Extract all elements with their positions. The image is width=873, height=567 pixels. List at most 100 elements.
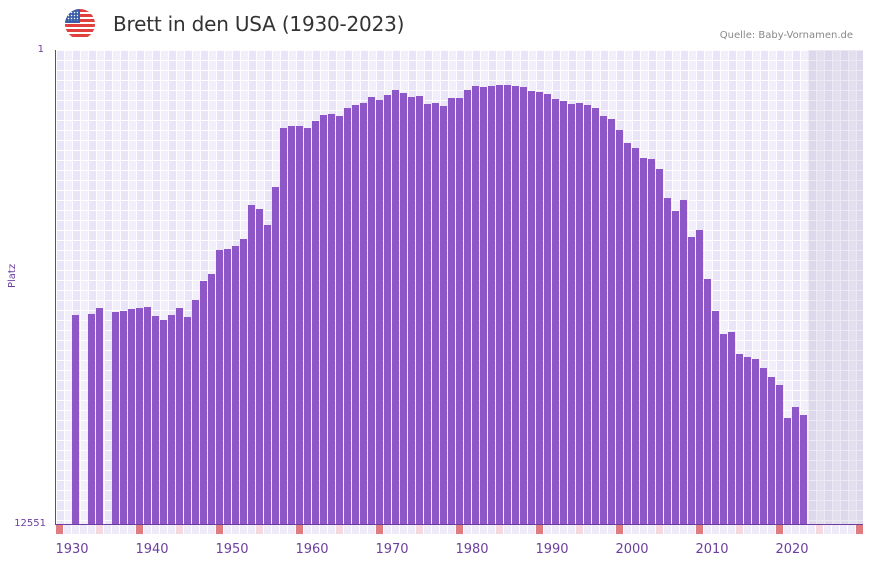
year-marker	[416, 525, 423, 534]
bar-1947	[200, 281, 207, 524]
bar-1971	[392, 90, 399, 524]
bar-1954	[256, 209, 263, 524]
bar-1996	[592, 108, 599, 524]
bar-2010	[704, 279, 711, 524]
year-marker	[176, 525, 183, 534]
year-marker	[696, 525, 703, 534]
year-marker	[448, 525, 455, 534]
x-tick-label: 1940	[135, 542, 169, 557]
year-marker	[680, 525, 687, 534]
year-marker	[304, 525, 311, 534]
year-marker	[728, 525, 735, 534]
bar-1981	[472, 86, 479, 524]
bar-2009	[696, 230, 703, 524]
y-tick-bottom: 12551	[14, 518, 46, 529]
plot-area	[56, 50, 863, 524]
bar-1963	[328, 114, 335, 524]
year-marker	[504, 525, 511, 534]
year-marker	[472, 525, 479, 534]
bar-2004	[656, 169, 663, 524]
bar-1940	[144, 307, 151, 524]
year-marker	[264, 525, 271, 534]
year-marker	[256, 525, 263, 534]
year-marker	[584, 525, 591, 534]
year-marker	[384, 525, 391, 534]
year-marker	[64, 525, 71, 534]
year-markers	[56, 525, 863, 535]
year-marker	[168, 525, 175, 534]
year-marker	[104, 525, 111, 534]
x-tick-label: 2010	[695, 542, 729, 557]
year-marker	[536, 525, 543, 534]
year-marker	[120, 525, 127, 534]
bar-2000	[624, 143, 631, 524]
year-marker	[776, 525, 783, 534]
year-marker	[808, 525, 815, 534]
year-marker	[768, 525, 775, 534]
bar-1999	[616, 130, 623, 524]
bar-1951	[232, 246, 239, 524]
bar-1948	[208, 274, 215, 524]
year-marker	[72, 525, 79, 534]
bar-1987	[520, 87, 527, 524]
bar-1959	[296, 126, 303, 524]
bar-1934	[96, 308, 103, 524]
year-marker	[736, 525, 743, 534]
year-marker	[632, 525, 639, 534]
bar-2006	[672, 211, 679, 524]
x-axis-line	[55, 524, 863, 525]
bar-1931	[72, 315, 79, 524]
bar-1969	[376, 100, 383, 524]
x-tick-label: 1990	[535, 542, 569, 557]
year-marker	[136, 525, 143, 534]
year-marker	[856, 525, 863, 534]
year-marker	[344, 525, 351, 534]
bar-1982	[480, 87, 487, 524]
year-marker	[288, 525, 295, 534]
year-marker	[88, 525, 95, 534]
year-marker	[616, 525, 623, 534]
bar-1979	[456, 98, 463, 524]
year-marker	[216, 525, 223, 534]
year-marker	[432, 525, 439, 534]
bar-1968	[368, 97, 375, 524]
year-marker	[816, 525, 823, 534]
bar-2015	[744, 357, 751, 524]
year-marker	[312, 525, 319, 534]
year-marker	[128, 525, 135, 534]
year-marker	[648, 525, 655, 534]
year-marker	[184, 525, 191, 534]
year-marker	[824, 525, 831, 534]
bar-1936	[112, 312, 119, 524]
year-marker	[160, 525, 167, 534]
bar-1955	[264, 225, 271, 524]
bar-2022	[800, 415, 807, 524]
bar-1938	[128, 309, 135, 524]
year-marker	[800, 525, 807, 534]
year-marker	[720, 525, 727, 534]
year-marker	[336, 525, 343, 534]
bar-1980	[464, 90, 471, 524]
x-tick-label: 1930	[55, 542, 89, 557]
bar-2008	[688, 237, 695, 524]
bar-1974	[416, 96, 423, 524]
year-marker	[408, 525, 415, 534]
year-marker	[624, 525, 631, 534]
year-marker	[664, 525, 671, 534]
year-marker	[744, 525, 751, 534]
year-marker	[232, 525, 239, 534]
year-marker	[496, 525, 503, 534]
bar-1991	[552, 99, 559, 524]
bar-1993	[568, 104, 575, 524]
bar-1950	[224, 249, 231, 524]
year-marker	[80, 525, 87, 534]
bar-1958	[288, 126, 295, 524]
year-marker	[560, 525, 567, 534]
year-marker	[208, 525, 215, 534]
year-marker	[112, 525, 119, 534]
year-marker	[424, 525, 431, 534]
x-tick-label: 1970	[375, 542, 409, 557]
year-marker	[352, 525, 359, 534]
x-tick-label: 1960	[295, 542, 329, 557]
year-marker	[456, 525, 463, 534]
